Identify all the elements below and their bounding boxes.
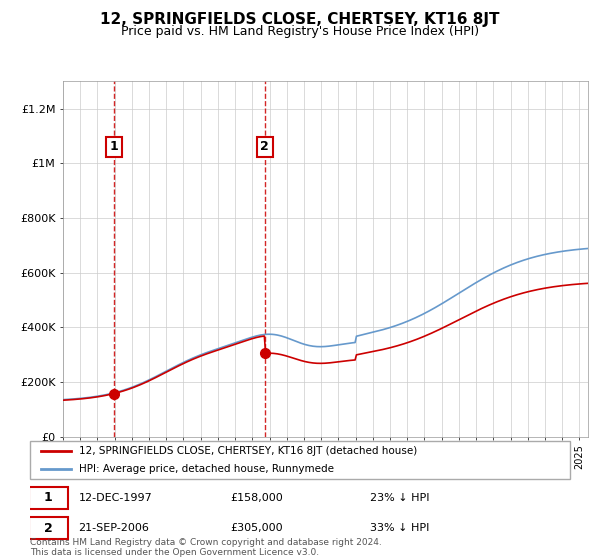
Text: 21-SEP-2006: 21-SEP-2006 (79, 523, 149, 533)
FancyBboxPatch shape (29, 517, 68, 539)
Text: 12, SPRINGFIELDS CLOSE, CHERTSEY, KT16 8JT: 12, SPRINGFIELDS CLOSE, CHERTSEY, KT16 8… (100, 12, 500, 27)
Text: £158,000: £158,000 (230, 493, 283, 503)
Text: 33% ↓ HPI: 33% ↓ HPI (370, 523, 430, 533)
Text: £305,000: £305,000 (230, 523, 283, 533)
Text: 12, SPRINGFIELDS CLOSE, CHERTSEY, KT16 8JT (detached house): 12, SPRINGFIELDS CLOSE, CHERTSEY, KT16 8… (79, 446, 417, 456)
Text: Price paid vs. HM Land Registry's House Price Index (HPI): Price paid vs. HM Land Registry's House … (121, 25, 479, 38)
Text: 2: 2 (260, 141, 269, 153)
Text: HPI: Average price, detached house, Runnymede: HPI: Average price, detached house, Runn… (79, 464, 334, 474)
Text: 1: 1 (44, 491, 53, 505)
Text: 2: 2 (44, 521, 53, 535)
Text: 12-DEC-1997: 12-DEC-1997 (79, 493, 152, 503)
FancyBboxPatch shape (30, 441, 570, 479)
Text: 23% ↓ HPI: 23% ↓ HPI (370, 493, 430, 503)
FancyBboxPatch shape (29, 487, 68, 508)
Text: Contains HM Land Registry data © Crown copyright and database right 2024.
This d: Contains HM Land Registry data © Crown c… (30, 538, 382, 557)
Text: 1: 1 (109, 141, 118, 153)
